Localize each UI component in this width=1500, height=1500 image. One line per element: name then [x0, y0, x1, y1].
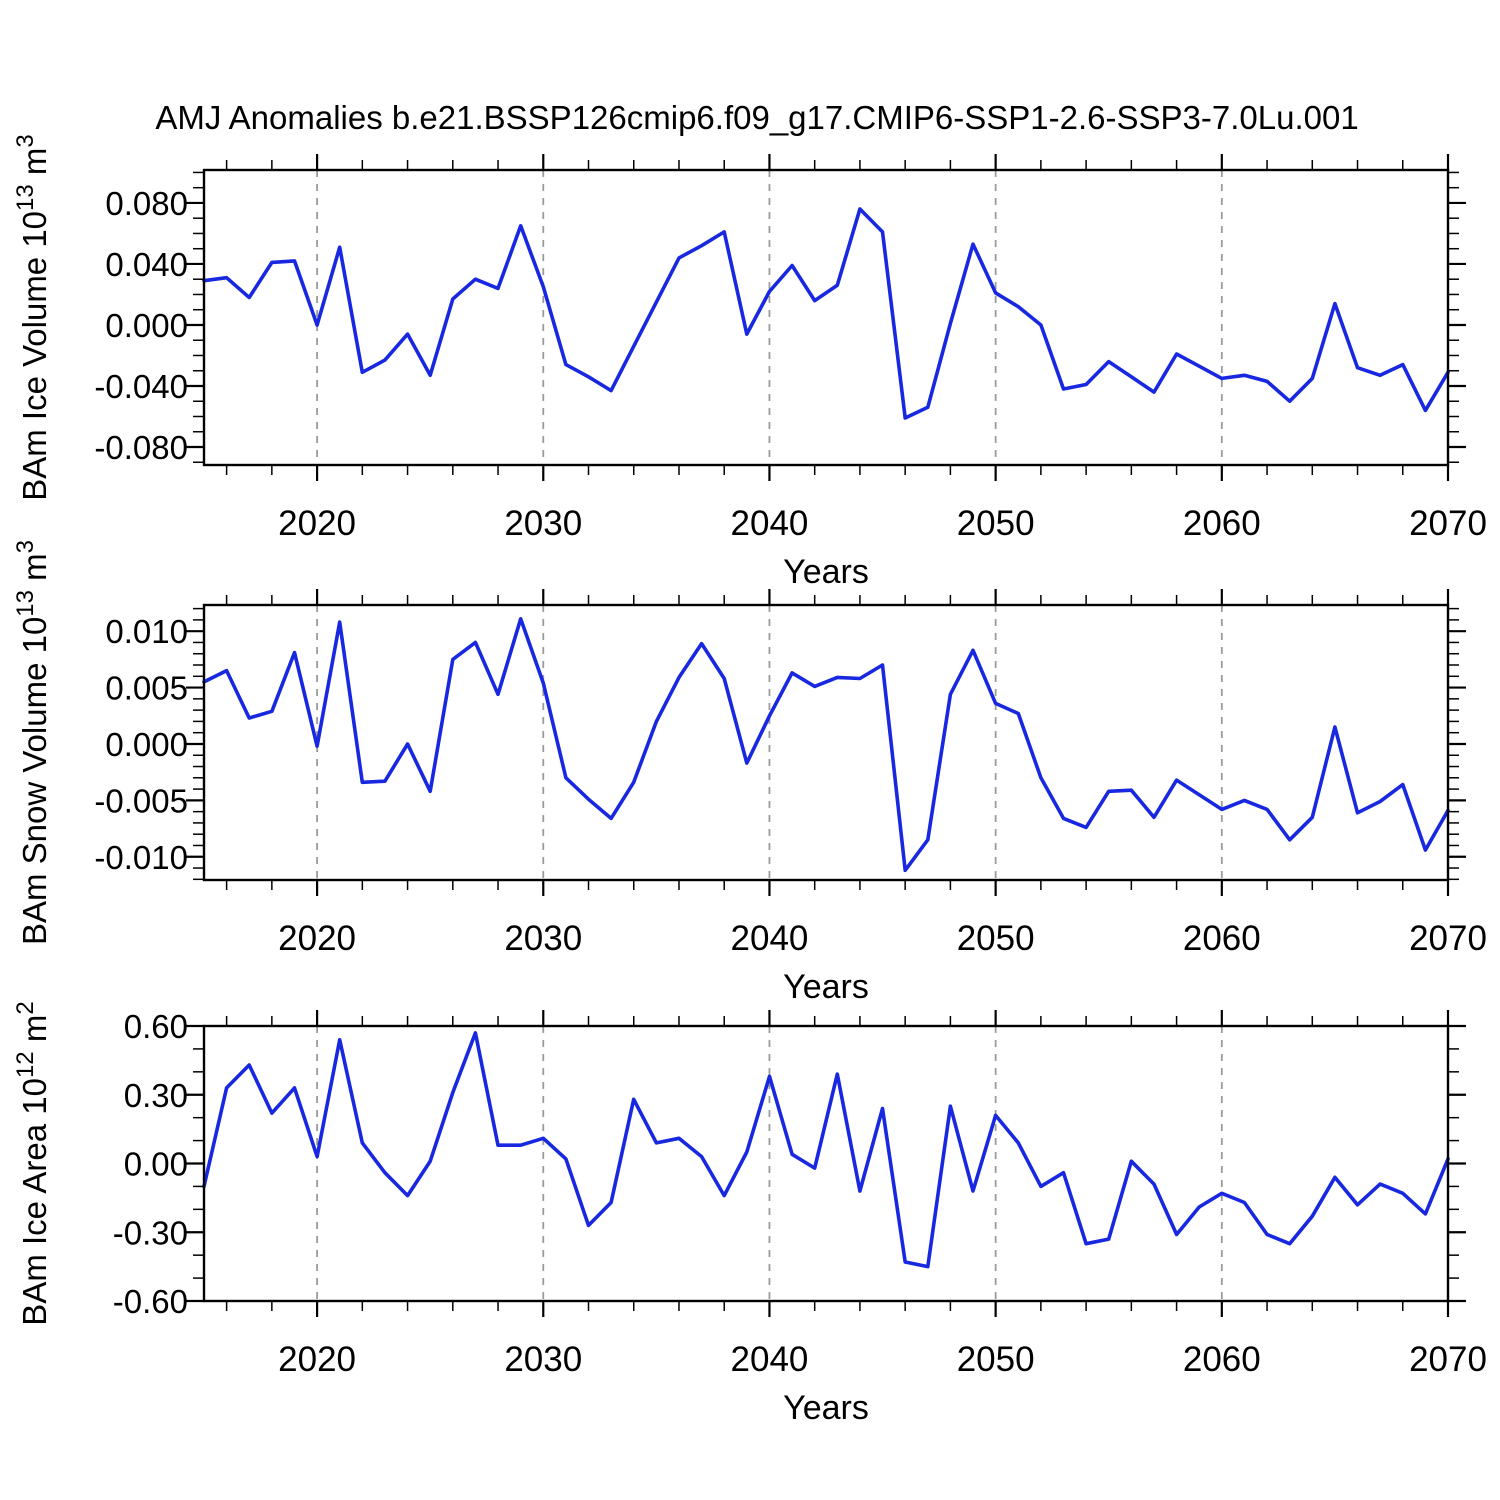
y-axis-title-ice-area: BAm Ice Area 1012 m2 — [12, 1001, 53, 1325]
x-tick-label: 2020 — [278, 1340, 356, 1379]
series-line — [202, 1031, 1450, 1269]
y-axis-title-text: BAm Ice Volume 10 — [16, 211, 53, 501]
y-tick-label: -0.60 — [113, 1283, 188, 1320]
y-axis-title-text: BAm Ice Area 10 — [16, 1078, 53, 1326]
x-tick-label: 2060 — [1183, 504, 1261, 543]
x-tick-label: 2050 — [957, 919, 1035, 958]
x-tick-label: 2020 — [278, 919, 356, 958]
exponent-text: 13 — [12, 184, 39, 211]
x-tick-label: 2060 — [1183, 919, 1261, 958]
x-tick-label: 2040 — [731, 919, 809, 958]
figure-title: AMJ Anomalies b.e21.BSSP126cmip6.f09_g17… — [155, 99, 1358, 136]
exponent-text: 12 — [12, 1051, 39, 1078]
y-axis-title-ice-volume: BAm Ice Volume 1013 m3 — [12, 134, 53, 501]
x-tick-label: 2070 — [1409, 504, 1487, 543]
panel-snow-volume: 2020 2030 2040 2050 2060 2070 0.010 0.005 0.000 -… — [94, 589, 1487, 1006]
x-axis-title: Years — [783, 968, 869, 1006]
series-line — [202, 207, 1450, 420]
unit-exponent-text: 3 — [12, 540, 39, 553]
y-tick-label: 0.000 — [105, 726, 188, 763]
panel-frame — [202, 603, 1450, 882]
panel-ice-area: 2020 2030 2040 2050 2060 2070 0.60 0.30 0.00 -0.3… — [113, 1008, 1487, 1427]
x-tick-label: 2040 — [731, 504, 809, 543]
unit-text: m — [16, 148, 53, 185]
y-axis-title-text: BAm Snow Volume 10 — [16, 617, 53, 945]
x-tick-label: 2050 — [957, 1340, 1035, 1379]
y-tick-label: -0.040 — [94, 368, 188, 405]
x-tick-label: 2030 — [504, 919, 582, 958]
x-tick-label: 2020 — [278, 504, 356, 543]
y-tick-label: 0.010 — [105, 613, 188, 650]
y-tick-label: -0.010 — [94, 839, 188, 876]
series-line — [202, 616, 1450, 873]
unit-exponent-text: 2 — [12, 1001, 39, 1014]
y-tick-label: -0.080 — [94, 429, 188, 466]
x-tick-label: 2060 — [1183, 1340, 1261, 1379]
y-tick-label: 0.60 — [124, 1008, 188, 1045]
x-axis-title: Years — [783, 1389, 869, 1427]
y-tick-label: -0.005 — [94, 782, 188, 819]
y-axis-title-snow-volume: BAm Snow Volume 1013 m3 — [12, 540, 53, 945]
x-tick-label: 2050 — [957, 504, 1035, 543]
x-axis-title: Years — [783, 553, 869, 591]
x-tick-label: 2070 — [1409, 919, 1487, 958]
y-tick-label: 0.000 — [105, 307, 188, 344]
y-tick-label: 0.30 — [124, 1077, 188, 1114]
unit-exponent-text: 3 — [12, 134, 39, 147]
panel-ice-volume: 2020 2030 2040 2050 2060 2070 0.080 0.040 0.000 -… — [94, 154, 1487, 591]
y-tick-label: 0.005 — [105, 670, 188, 707]
x-tick-label: 2070 — [1409, 1340, 1487, 1379]
panel-frame — [202, 1024, 1450, 1303]
y-tick-label: -0.30 — [113, 1214, 188, 1251]
y-tick-label: 0.00 — [124, 1146, 188, 1183]
x-tick-label: 2030 — [504, 504, 582, 543]
x-tick-label: 2040 — [731, 1340, 809, 1379]
x-tick-label: 2030 — [504, 1340, 582, 1379]
y-tick-label: 0.040 — [105, 246, 188, 283]
panel-frame — [202, 168, 1450, 467]
unit-text: m — [16, 1015, 53, 1052]
unit-text: m — [16, 553, 53, 590]
exponent-text: 13 — [12, 590, 39, 617]
y-tick-label: 0.080 — [105, 185, 188, 222]
